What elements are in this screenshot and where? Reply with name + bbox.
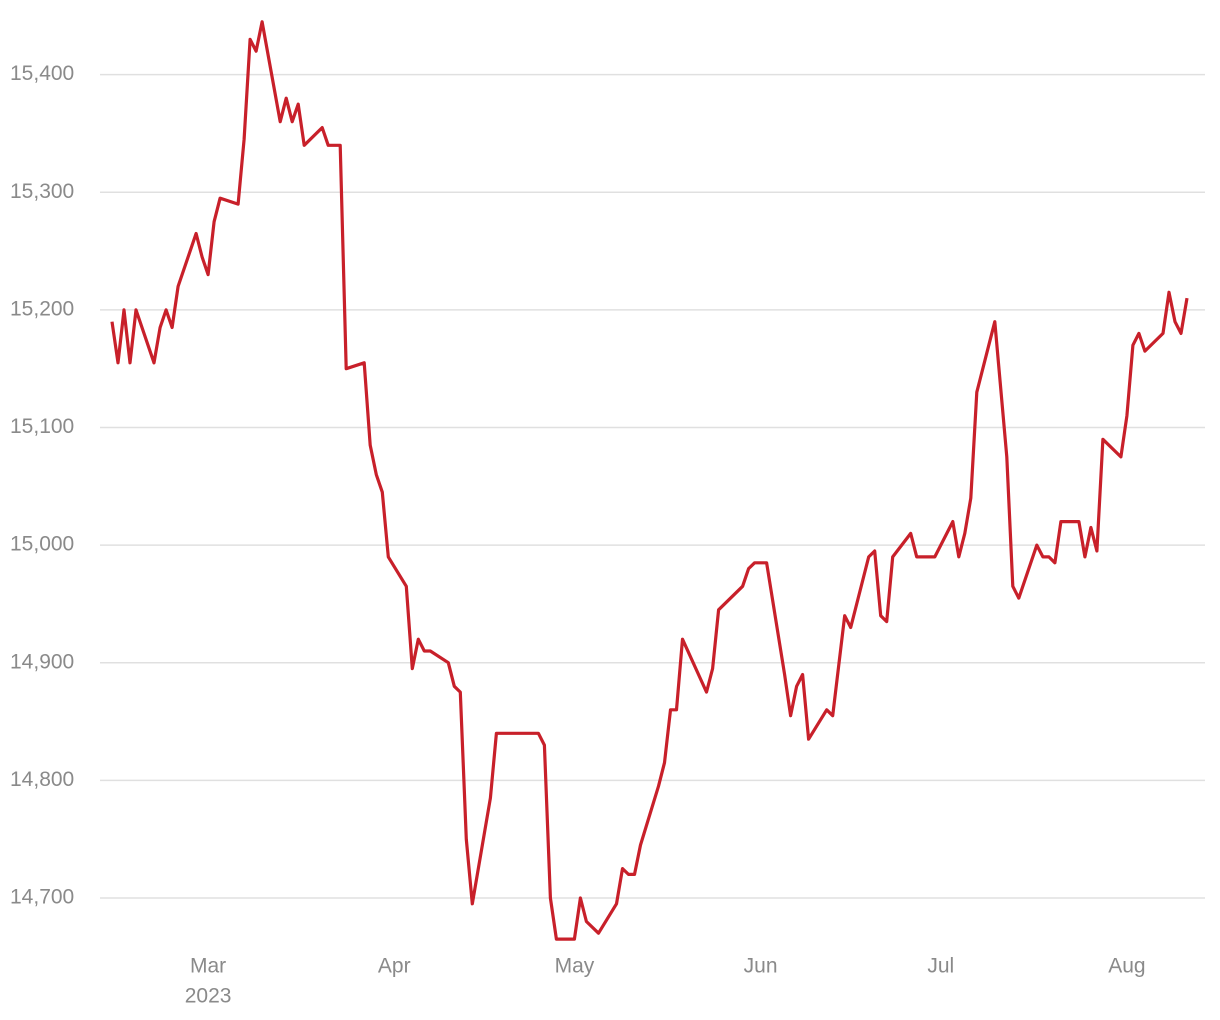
y-tick-label: 14,700 [10, 886, 74, 909]
y-tick-label: 15,300 [10, 180, 74, 203]
x-tick-label: Mar [190, 955, 226, 978]
x-sublabel: 2023 [185, 985, 232, 1008]
line-series [110, 20, 1189, 941]
y-tick-label: 15,000 [10, 533, 74, 556]
y-tick-label: 14,900 [10, 650, 74, 673]
y-tick-label: 15,100 [10, 415, 74, 438]
x-tick-label: May [555, 955, 595, 978]
x-tick-label: Jun [744, 955, 778, 978]
y-tick-label: 14,800 [10, 768, 74, 791]
x-tick-label: Jul [927, 955, 954, 978]
y-tick-label: 15,200 [10, 297, 74, 320]
x-tick-label: Apr [378, 955, 411, 978]
y-tick-label: 15,400 [10, 62, 74, 85]
x-tick-label: Aug [1108, 955, 1145, 978]
